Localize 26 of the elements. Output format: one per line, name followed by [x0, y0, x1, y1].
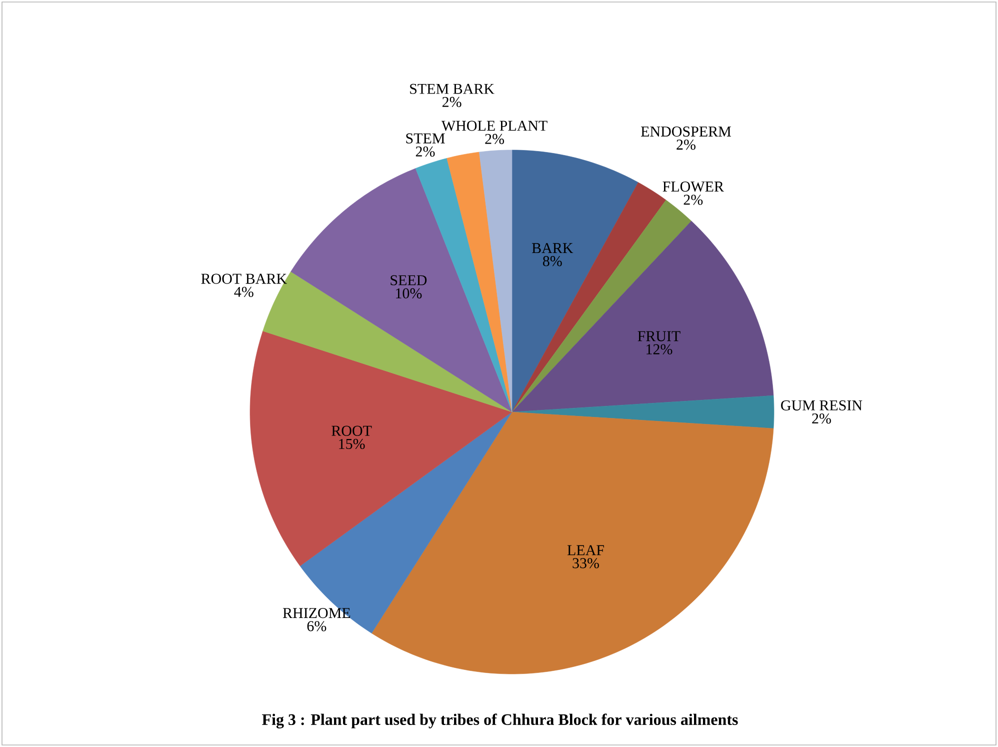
slice-label: WHOLE PLANT — [441, 120, 548, 131]
slice-label: ENDOSPERM — [641, 126, 731, 137]
slice-label: FLOWER — [662, 182, 724, 192]
slice-label: ROOT BARK — [201, 274, 287, 284]
data-label: 2% — [442, 96, 462, 108]
data-label: 10% — [396, 288, 422, 298]
slice-label: ROOT — [332, 426, 372, 436]
slice-label: FRUIT — [638, 331, 680, 342]
data-label: 4% — [234, 286, 254, 298]
data-label: 12% — [646, 344, 672, 354]
slice-label: STEM BARK — [410, 84, 494, 94]
text: Fig 3 : Plant part used by tribes of Chhura Block for various ailments — [262, 714, 738, 728]
data-label: 2% — [485, 134, 504, 144]
data-label: 2% — [416, 146, 435, 157]
slice-label: BARK — [532, 243, 574, 254]
data-label: 8% — [542, 256, 562, 266]
data-label: 15% — [339, 438, 365, 450]
data-label: 33% — [572, 558, 599, 568]
slice-label: LEAF — [567, 545, 604, 556]
data-label: 2% — [812, 413, 831, 424]
data-label: 6% — [307, 621, 326, 632]
data-label: 2% — [676, 140, 696, 150]
slice-label: GUM RESIN — [781, 400, 862, 410]
slice-label: STEM — [406, 133, 445, 144]
slice-label: SEED — [390, 275, 427, 286]
data-label: 2% — [684, 194, 703, 205]
